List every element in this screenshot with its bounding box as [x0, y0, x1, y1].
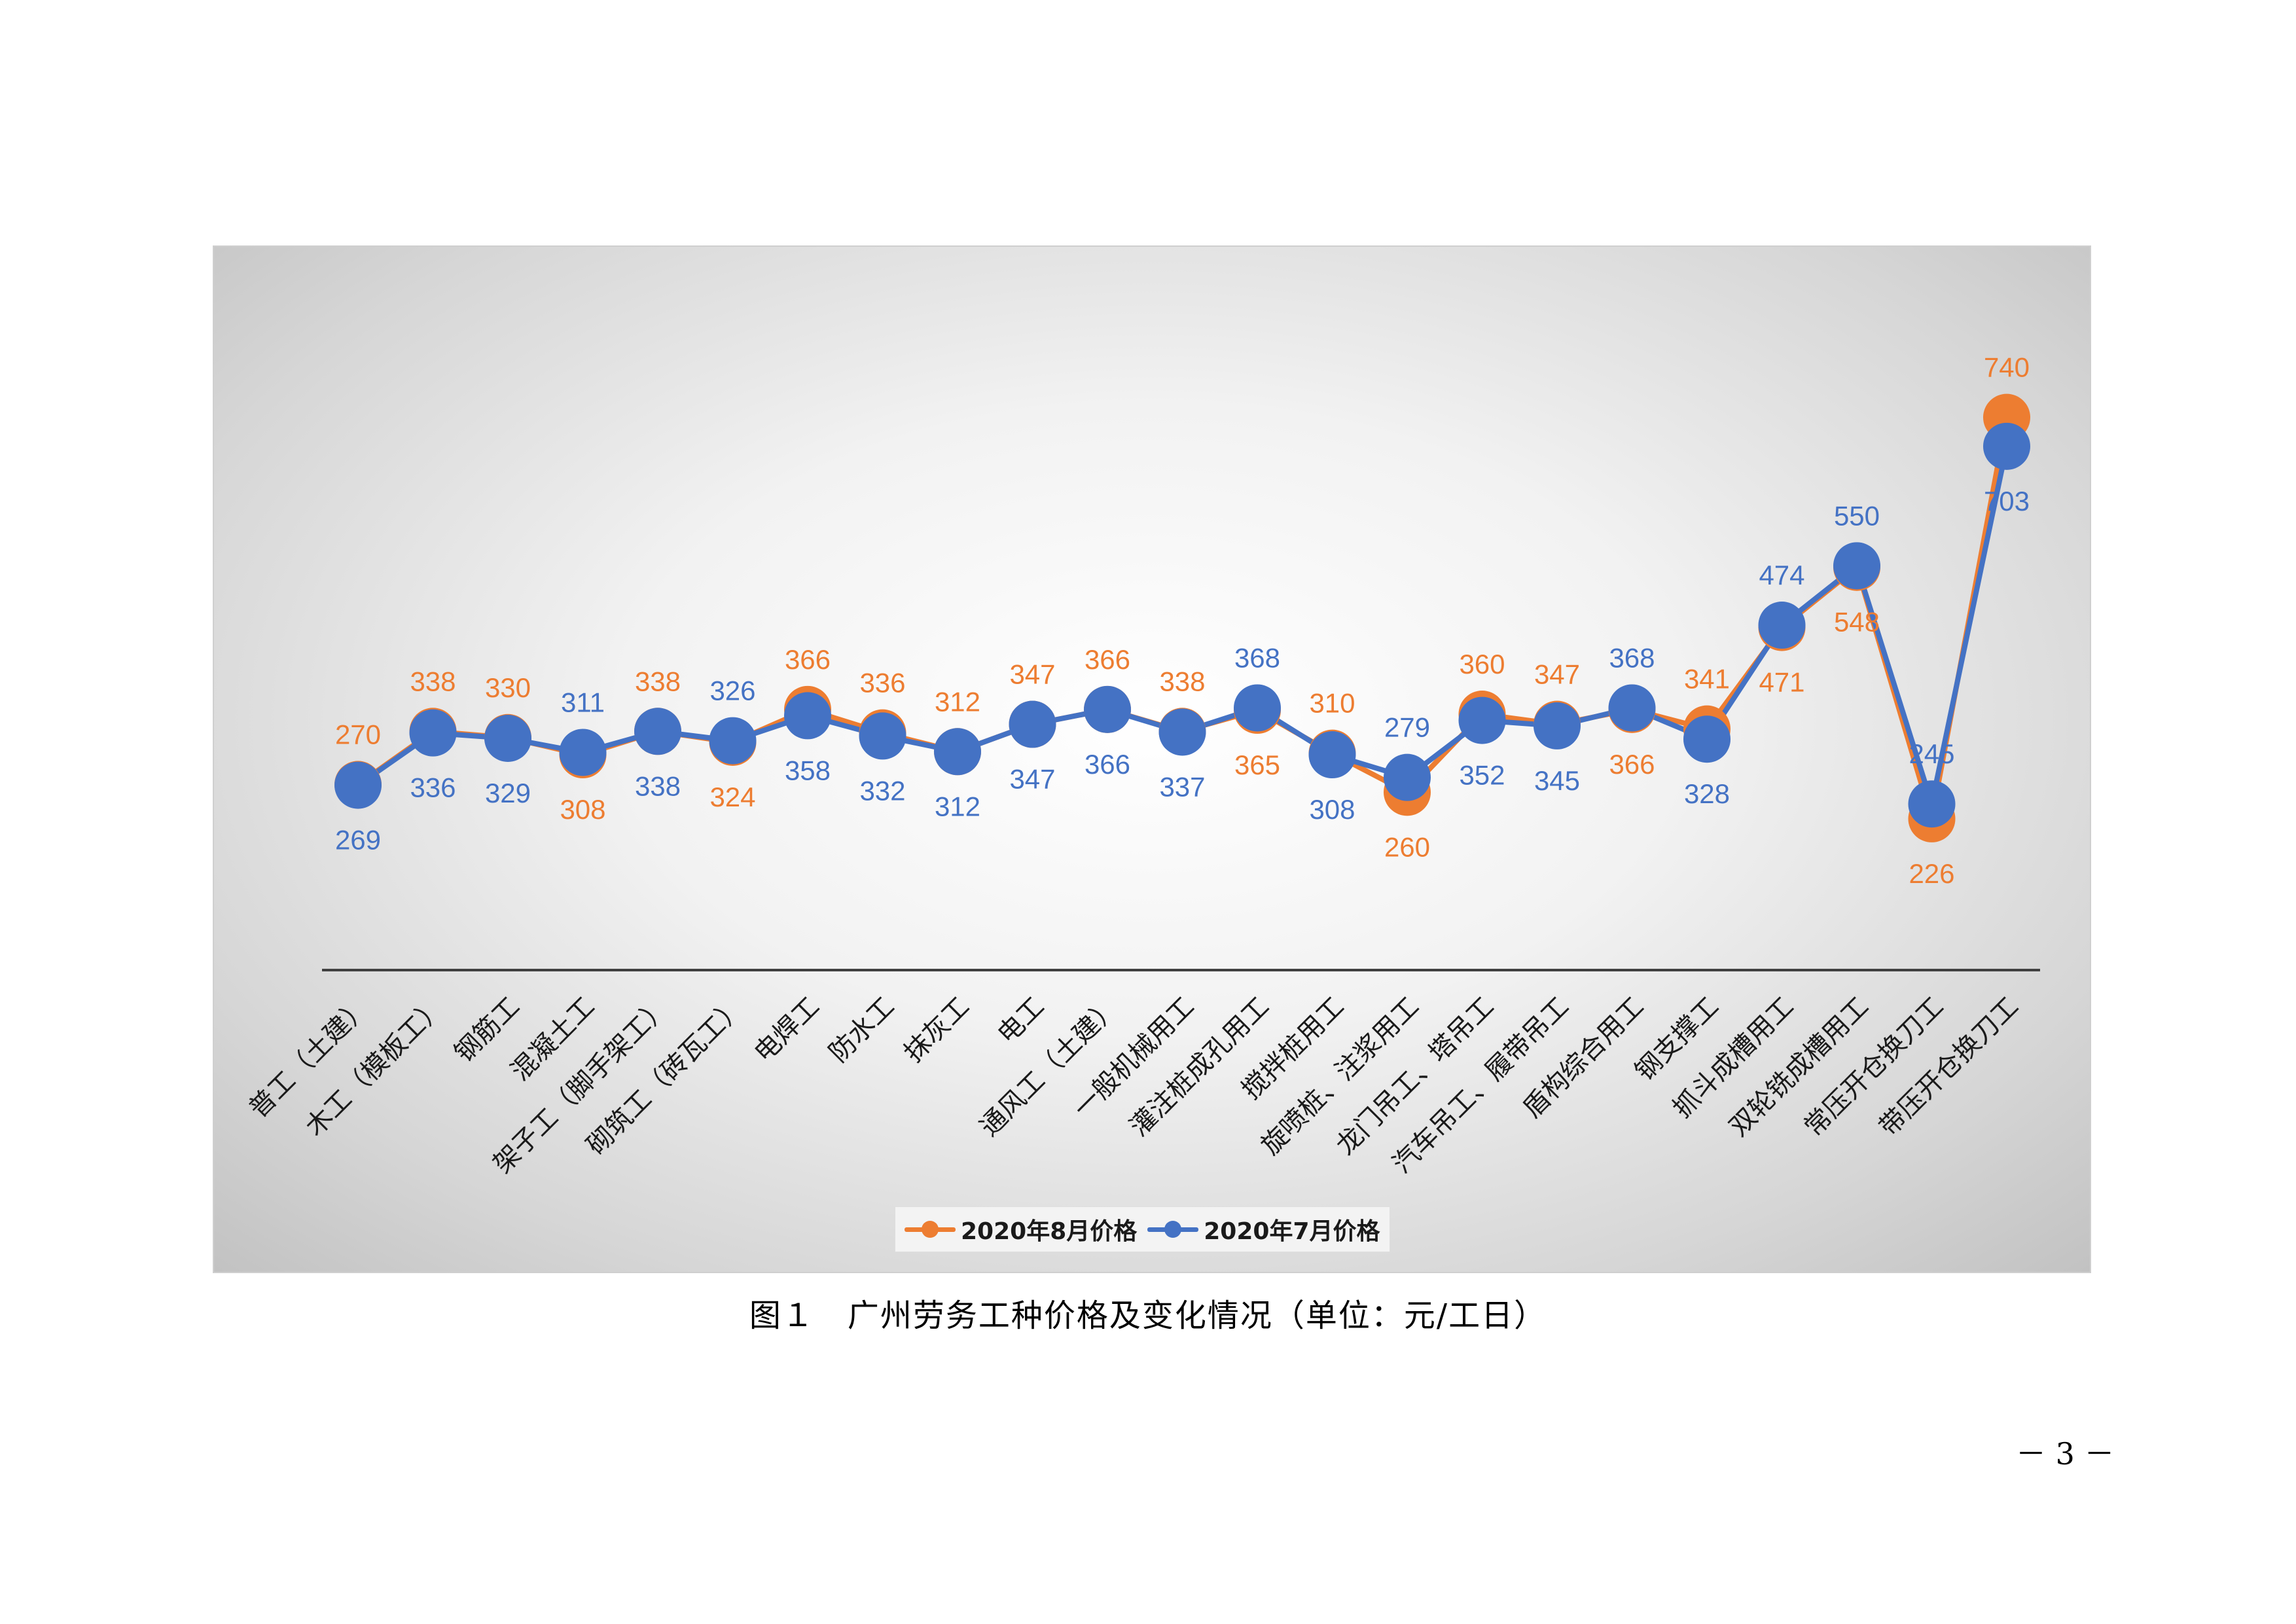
point-july-16 [1534, 702, 1581, 749]
legend-label-august: 2020年8月价格 [961, 1218, 1138, 1245]
category-label-22: 带压开仓换刀工 [1874, 992, 2025, 1143]
data-label-july-18: 328 [1684, 778, 1730, 809]
legend: 2020年8月价格 2020年7月价格 [895, 1206, 1390, 1252]
point-july-8 [934, 728, 981, 776]
data-label-august-18: 341 [1684, 664, 1730, 695]
page-number: － 3 － [2016, 1436, 2115, 1471]
line-chart: 270 269 338 336 330 329 311 308 338 338 326 324 366 3… [243, 352, 2040, 1180]
data-label-august-4: 338 [635, 666, 681, 696]
point-july-19 [1758, 602, 1806, 649]
data-label-july-7: 332 [859, 775, 905, 806]
point-july-21 [1908, 780, 1956, 828]
data-label-august-21: 226 [1909, 858, 1954, 889]
point-july-11 [1158, 708, 1206, 756]
point-july-17 [1608, 684, 1656, 732]
data-label-august-2: 330 [485, 672, 531, 703]
category-label-7: 防水工 [823, 992, 900, 1068]
point-july-15 [1458, 696, 1506, 744]
data-label-july-9: 347 [1009, 764, 1055, 795]
data-label-august-10: 366 [1085, 644, 1130, 675]
data-label-july-17: 368 [1609, 642, 1655, 673]
legend-label-july: 2020年7月价格 [1204, 1218, 1380, 1245]
data-label-august-15: 360 [1459, 649, 1505, 679]
point-july-22 [1983, 422, 2030, 470]
point-july-14 [1384, 753, 1431, 801]
category-label-8: 抹灰工 [899, 992, 975, 1068]
data-label-august-3: 308 [560, 794, 605, 825]
point-july-7 [859, 712, 906, 760]
point-july-0 [334, 761, 382, 809]
category-label-1: 木工（模板工） [300, 992, 451, 1143]
data-label-august-8: 312 [935, 686, 980, 717]
point-july-1 [409, 709, 457, 757]
data-label-july-3: 311 [561, 687, 605, 717]
data-label-july-20: 550 [1834, 500, 1880, 531]
data-label-august-11: 338 [1159, 666, 1205, 696]
data-label-august-9: 347 [1009, 659, 1055, 690]
data-label-july-5: 326 [709, 676, 755, 706]
data-label-august-5: 324 [709, 782, 755, 812]
data-label-august-13: 310 [1309, 688, 1355, 719]
point-july-20 [1833, 542, 1880, 590]
point-july-3 [559, 729, 607, 776]
data-label-july-1: 336 [410, 772, 456, 803]
data-label-august-1: 338 [410, 666, 456, 696]
category-label-6: 电焊工 [749, 992, 825, 1068]
category-label-9: 电工 [992, 992, 1050, 1050]
data-label-july-15: 352 [1459, 760, 1505, 791]
data-label-july-16: 345 [1534, 765, 1580, 796]
data-label-july-10: 366 [1085, 749, 1130, 780]
data-label-august-17: 366 [1609, 749, 1655, 780]
point-july-2 [484, 715, 531, 763]
data-label-august-7: 336 [859, 668, 905, 698]
point-july-4 [634, 708, 681, 755]
legend-swatch-august [905, 1216, 956, 1242]
data-label-august-22: 740 [1984, 352, 2030, 383]
point-july-6 [784, 692, 831, 740]
data-label-august-0: 270 [335, 719, 381, 749]
data-label-july-19: 474 [1759, 560, 1804, 590]
data-label-july-2: 329 [485, 778, 531, 808]
point-july-10 [1084, 685, 1131, 733]
figure-caption: 图１ 广州劳务工种价格及变化情况（单位：元/工日） [749, 1297, 1547, 1334]
data-label-july-8: 312 [935, 791, 980, 821]
point-july-13 [1308, 731, 1356, 779]
point-july-9 [1009, 700, 1056, 748]
data-label-august-20: 548 [1834, 607, 1880, 638]
legend-swatch-july [1147, 1216, 1199, 1242]
data-label-august-19: 471 [1759, 667, 1804, 698]
data-label-august-6: 366 [785, 644, 831, 675]
data-label-july-11: 337 [1159, 771, 1205, 802]
chart-panel: 270 269 338 336 330 329 311 308 338 338 326 324 366 3… [213, 245, 2091, 1273]
point-july-18 [1683, 715, 1731, 763]
data-label-july-13: 308 [1309, 794, 1355, 825]
data-label-august-12: 365 [1234, 749, 1280, 780]
legend-item-august: 2020年8月价格 [905, 1212, 1137, 1246]
data-label-july-14: 279 [1384, 712, 1430, 743]
data-label-july-0: 269 [335, 825, 381, 856]
point-july-12 [1234, 684, 1281, 732]
data-label-july-22: 703 [1984, 486, 2030, 516]
legend-item-july: 2020年7月价格 [1147, 1212, 1380, 1246]
data-label-july-12: 368 [1234, 642, 1280, 673]
data-label-july-4: 338 [635, 770, 681, 801]
point-july-5 [709, 717, 757, 765]
data-label-august-16: 347 [1534, 659, 1580, 690]
data-label-august-14: 260 [1384, 831, 1430, 862]
data-label-july-6: 358 [785, 755, 831, 785]
data-label-july-21: 245 [1909, 738, 1954, 769]
